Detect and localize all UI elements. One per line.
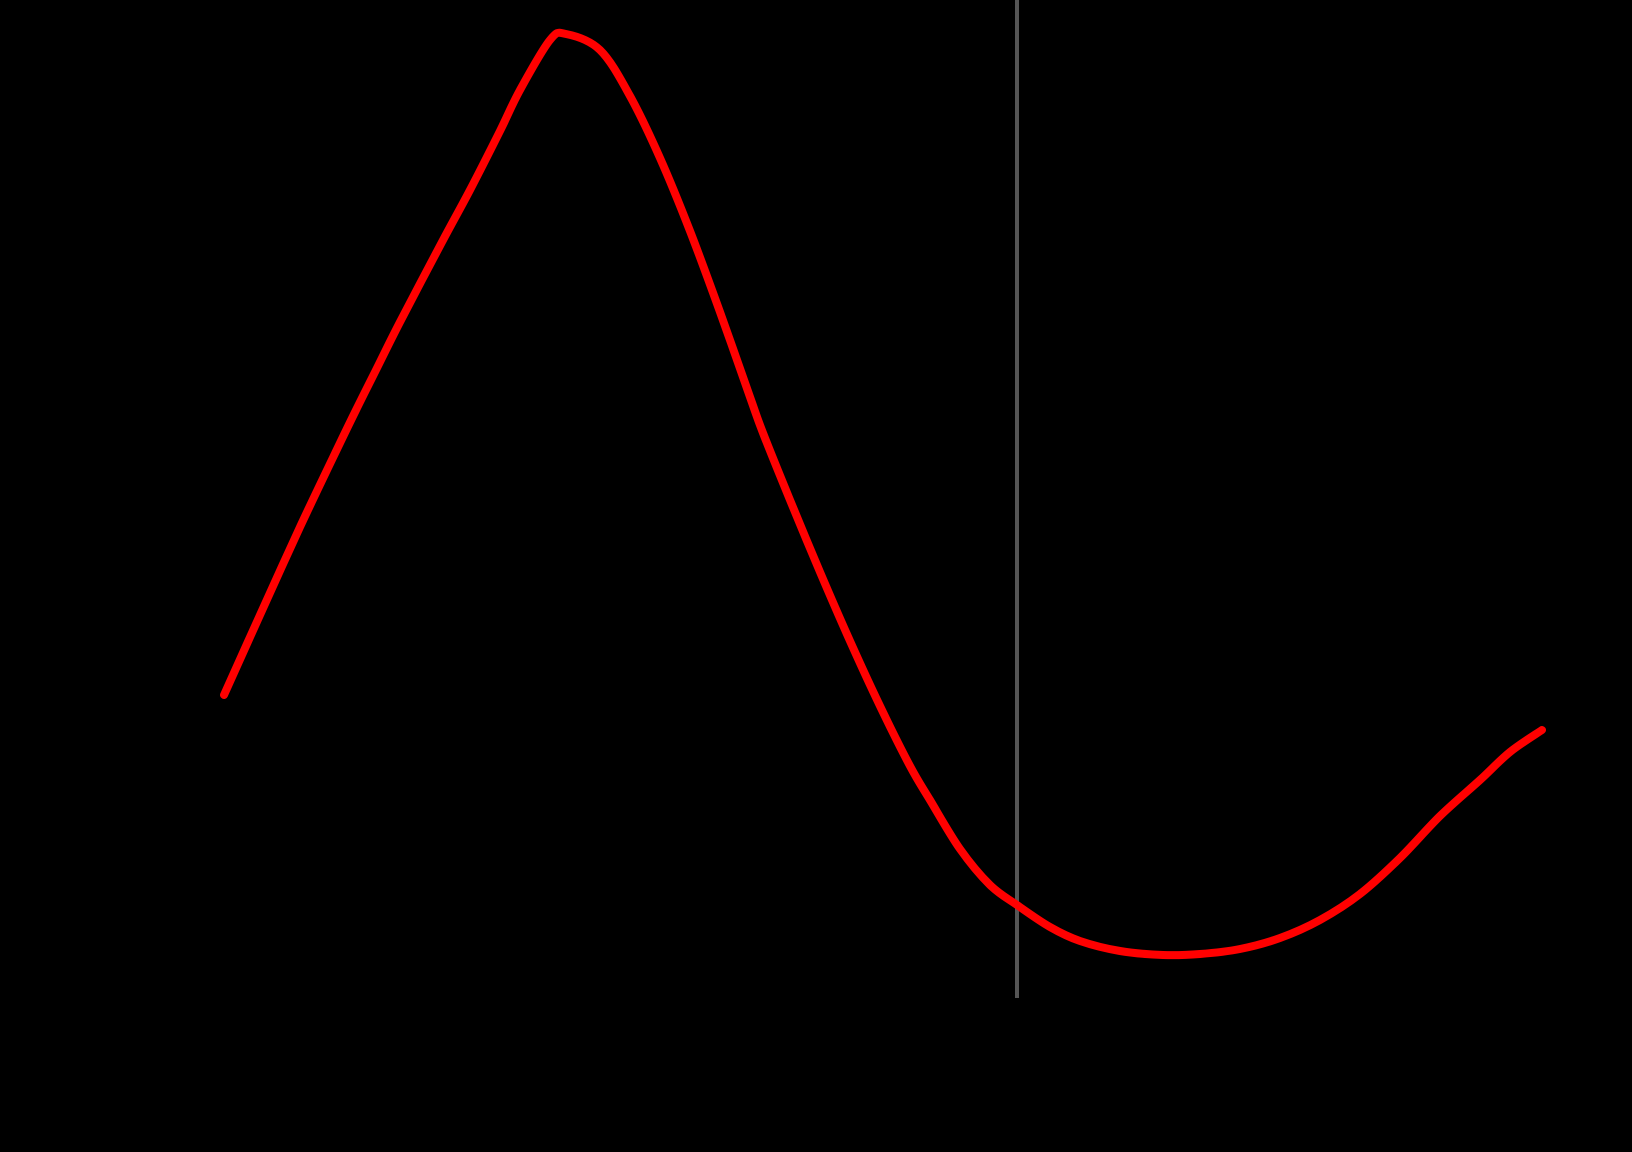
curve-series-line — [220, 28, 1546, 960]
